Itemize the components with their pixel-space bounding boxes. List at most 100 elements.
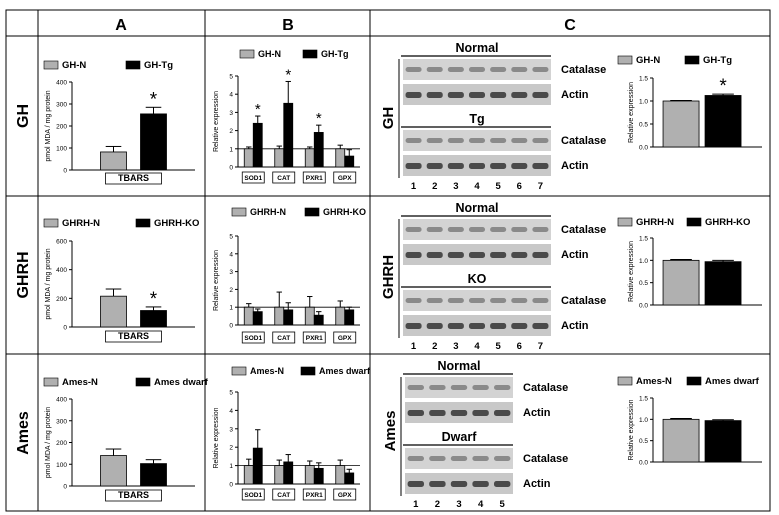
blot-band: [407, 455, 425, 461]
blot-band: [405, 162, 422, 169]
legend-swatch: [304, 207, 320, 217]
category-label: PXR1: [306, 175, 323, 182]
y-tick-label: 0: [229, 323, 233, 330]
category-box: [302, 331, 326, 344]
legend-swatch: [135, 377, 151, 387]
lane-number: 2: [432, 181, 437, 192]
bar: [662, 418, 700, 463]
blot-protein-label: Actin: [561, 249, 589, 261]
y-tick-label: 2: [229, 287, 233, 294]
bar: [662, 100, 700, 148]
blot-band: [407, 480, 425, 487]
blot-band: [472, 455, 489, 461]
blot-band: [426, 91, 443, 98]
y-tick-label: 3: [229, 269, 233, 276]
bar: [704, 95, 742, 148]
bar: [704, 420, 742, 463]
blot-band: [426, 137, 443, 143]
legend-swatch: [231, 207, 247, 217]
figure-frame: [5, 9, 771, 512]
y-tick-label: 0.0: [639, 460, 648, 467]
chart-a-ames: Ames-N Ames dwarf 0 100 200 300 400 pmol MDA / …: [43, 377, 209, 502]
blot-band: [493, 455, 511, 461]
legend-label: GHRH-KO: [705, 217, 750, 228]
blot-band: [447, 322, 464, 329]
blot-row-label: GH: [380, 107, 397, 130]
lane-number: 3: [453, 181, 458, 192]
blot-band: [405, 297, 422, 303]
category-box: [241, 488, 265, 501]
row-header-gh: GH: [15, 104, 32, 128]
y-tick-label: 0.0: [639, 303, 648, 310]
lane-number: 7: [538, 181, 543, 192]
blot-band: [447, 297, 464, 303]
blot-protein-label: Catalase: [561, 224, 606, 236]
chart-c-gh: GH-N GH-Tg 0.0 0.5 1.0 1.5 Relative expression…: [617, 55, 762, 152]
blot-band: [511, 66, 528, 72]
y-tick-label: 4: [229, 408, 233, 415]
y-tick-label: 200: [56, 124, 67, 131]
bar: [662, 259, 700, 306]
blot-band: [426, 66, 443, 72]
y-tick-label: 1: [229, 305, 233, 312]
blot-band: [468, 226, 486, 232]
legend-swatch: [684, 55, 700, 65]
legend-swatch: [686, 376, 702, 386]
legend-label: Ames dwarf: [154, 377, 209, 388]
blot-band: [532, 226, 549, 232]
y-tick-label: 1.5: [639, 76, 648, 83]
category-label: SOD1: [244, 492, 262, 499]
lane-number: 4: [478, 499, 484, 510]
chart-a-gh: GH-N GH-Tg 0 100 200 300 400 pmol MDA / mg prot…: [43, 60, 195, 185]
y-tick-label: 0.5: [639, 280, 648, 287]
row-header-ghrh: GHRH: [15, 251, 32, 298]
lane-number: 5: [500, 499, 506, 510]
blot-band: [447, 162, 464, 169]
category-label: GPX: [338, 492, 352, 499]
blot-band: [405, 322, 422, 329]
bar: [274, 148, 285, 168]
y-tick-label: 400: [56, 397, 67, 404]
category-box: [241, 331, 265, 344]
category-box: [302, 171, 326, 184]
y-tick-label: 0: [63, 325, 67, 332]
blot-band: [468, 162, 486, 169]
y-tick-label: 2: [229, 445, 233, 452]
legend-label: GH-N: [636, 55, 660, 66]
blot-band: [490, 322, 507, 329]
y-tick-label: 5: [229, 390, 233, 397]
blot-ghrh-blot: Normal Catalase Actin KO Catalase Actin 1 2 3 4 5 6…: [380, 201, 606, 352]
y-axis-label: Relative expression: [628, 399, 635, 460]
bar: [304, 148, 315, 168]
y-tick-label: 2: [229, 128, 233, 135]
bar: [344, 309, 355, 326]
significance-mark: *: [255, 101, 261, 118]
y-tick-label: 300: [56, 102, 67, 109]
legend-swatch: [239, 49, 255, 59]
y-tick-label: 3: [229, 110, 233, 117]
legend-label: GHRH-KO: [154, 218, 199, 229]
legend-label: GHRH-KO: [323, 207, 366, 217]
legend-label: GH-N: [62, 60, 86, 71]
blot-band: [511, 226, 528, 232]
blot-band: [426, 226, 443, 232]
lane-number: 2: [432, 341, 437, 352]
blot-band: [405, 137, 422, 143]
bar: [140, 113, 167, 171]
category-box: [333, 331, 357, 344]
blot-band: [429, 455, 446, 461]
bar: [344, 472, 355, 485]
legend-label: GH-Tg: [703, 55, 732, 66]
blot-band: [472, 409, 489, 416]
blot-band: [472, 384, 489, 390]
lane-number: 5: [495, 341, 501, 352]
lane-number: 2: [435, 499, 440, 510]
legend-swatch: [231, 366, 247, 376]
category-box: [272, 488, 296, 501]
bar: [344, 155, 355, 168]
category-label: TBARS: [118, 490, 149, 500]
y-tick-label: 1.5: [639, 236, 648, 243]
category-box: [333, 488, 357, 501]
blot-protein-label: Actin: [561, 160, 589, 172]
